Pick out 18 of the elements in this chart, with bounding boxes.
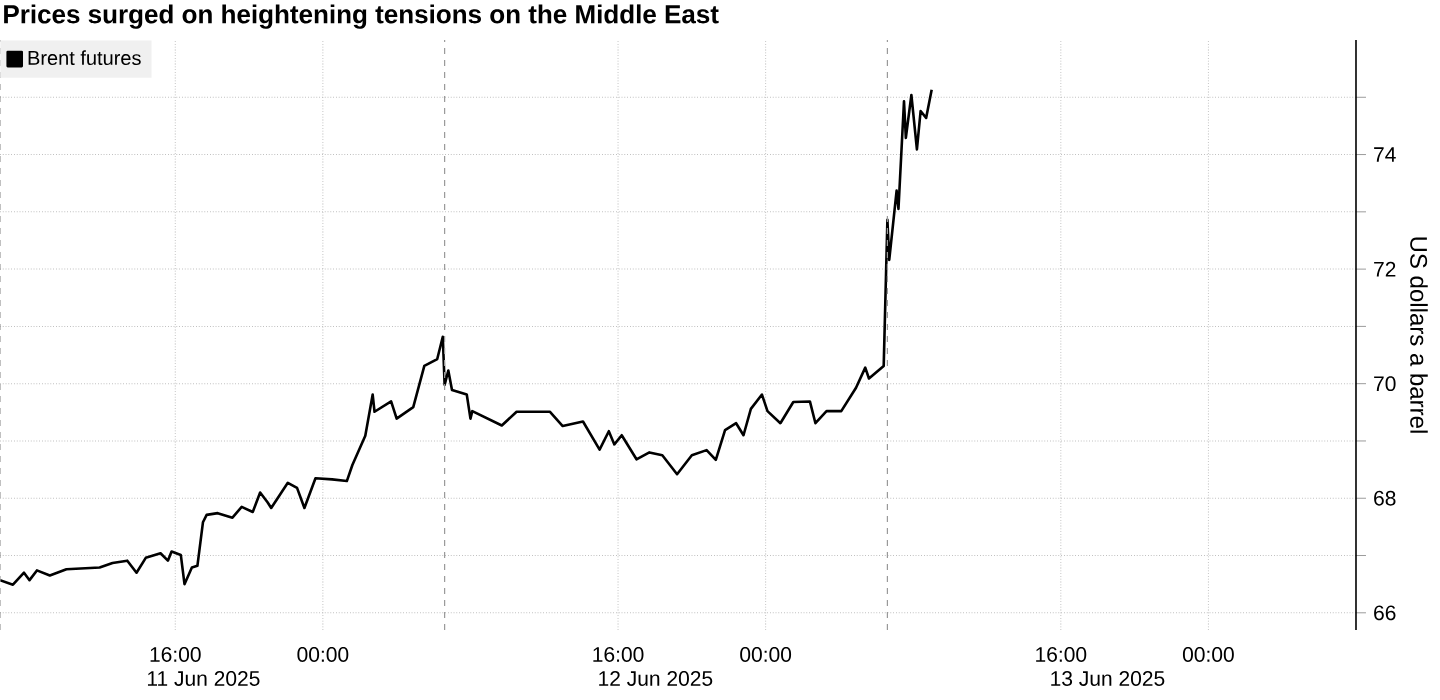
y-tick-label: 74: [1374, 147, 1396, 162]
x-tick-label: 00:00: [1182, 647, 1234, 662]
x-tick-label: 00:00: [740, 647, 792, 662]
text: 11 Jun 2025: [147, 671, 260, 686]
y-tick-label: 70: [1374, 376, 1396, 392]
y-tick-label: 66: [1374, 605, 1396, 621]
y-axis-title: US dollars a barrel: [1410, 237, 1428, 433]
text: 12 Jun 2025: [599, 671, 713, 686]
x-tick-label: 16:00: [593, 647, 644, 662]
y-tick-label: 68: [1374, 490, 1396, 506]
x-tick-label: 16:00: [150, 647, 201, 662]
y-tick-label: 72: [1374, 261, 1396, 277]
text: 13 Jun 2025: [1051, 671, 1165, 686]
x-tick-label: 00:00: [297, 647, 349, 662]
chart-title: Prices surged on heightening tensions on the Middle East: [4, 4, 719, 29]
x-tick-label: 16:00: [1036, 647, 1087, 662]
legend-label: Brent futures: [28, 50, 141, 66]
line-series: [0, 88, 933, 587]
